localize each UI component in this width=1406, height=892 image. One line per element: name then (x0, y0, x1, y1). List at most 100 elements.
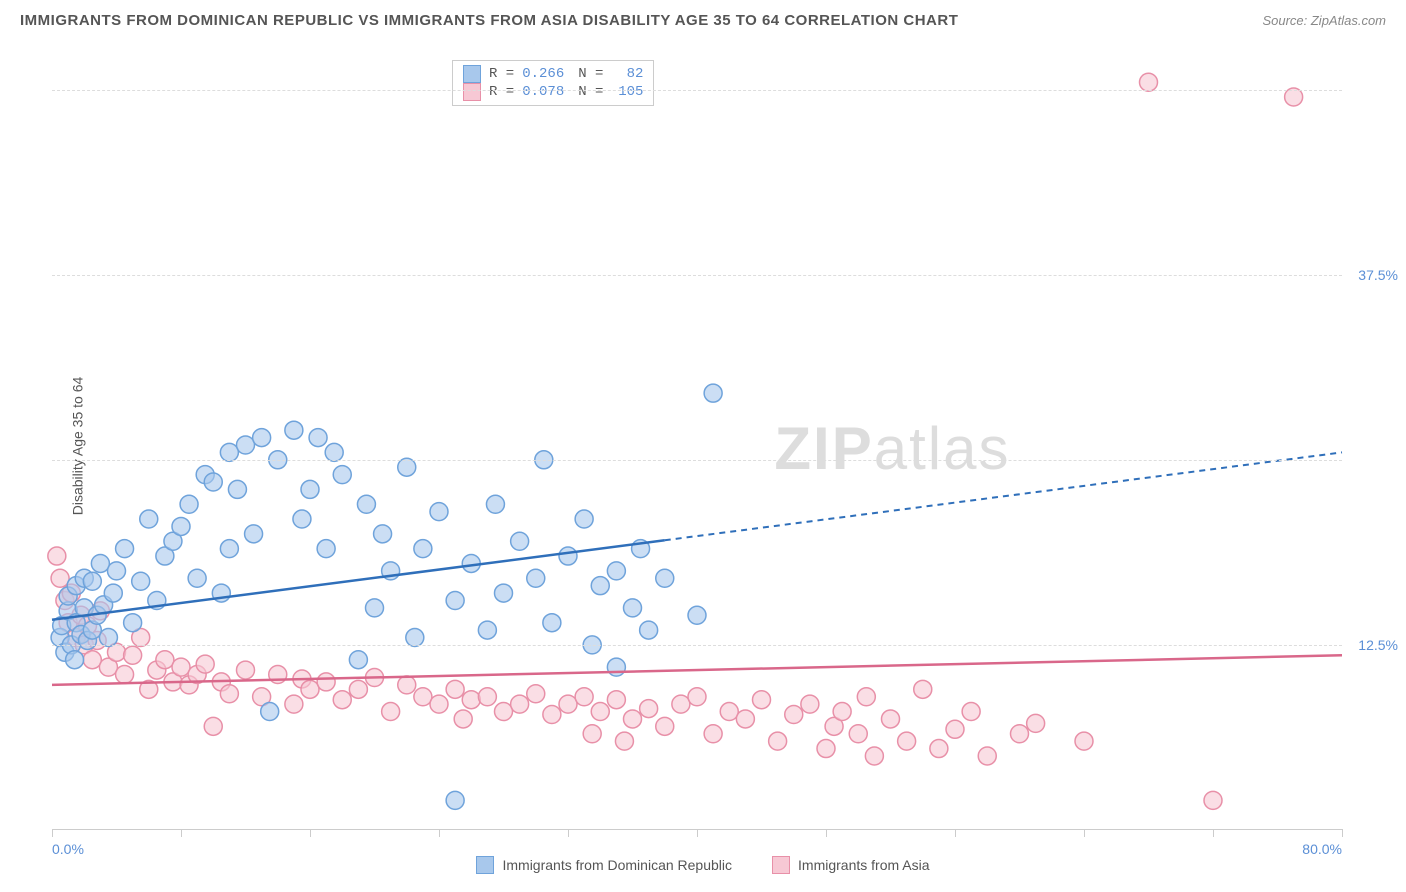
gridline (52, 460, 1342, 461)
scatter-point-asia (83, 651, 101, 669)
chart-title: IMMIGRANTS FROM DOMINICAN REPUBLIC VS IM… (20, 12, 958, 29)
scatter-point-dominican (688, 606, 706, 624)
legend-swatch-dominican (476, 856, 494, 874)
scatter-point-dominican (559, 547, 577, 565)
scatter-point-dominican (172, 517, 190, 535)
scatter-point-dominican (478, 621, 496, 639)
x-tick-mark (52, 829, 53, 837)
scatter-point-asia (543, 706, 561, 724)
scatter-point-dominican (140, 510, 158, 528)
scatter-point-dominican (430, 503, 448, 521)
scatter-point-dominican (543, 614, 561, 632)
y-tick-label: 37.5% (1358, 267, 1398, 283)
scatter-point-asia (914, 680, 932, 698)
scatter-point-dominican (317, 540, 335, 558)
scatter-point-dominican (333, 466, 351, 484)
scatter-point-asia (865, 747, 883, 765)
scatter-point-asia (559, 695, 577, 713)
scatter-point-dominican (591, 577, 609, 595)
scatter-point-asia (688, 688, 706, 706)
scatter-point-asia (978, 747, 996, 765)
x-tick-mark (1084, 829, 1085, 837)
scatter-point-asia (607, 691, 625, 709)
scatter-point-asia (237, 661, 255, 679)
x-tick-mark (697, 829, 698, 837)
scatter-point-asia (349, 680, 367, 698)
scatter-point-dominican (228, 480, 246, 498)
scatter-point-asia (1011, 725, 1029, 743)
scatter-point-dominican (325, 443, 343, 461)
gridline (52, 90, 1342, 91)
scatter-point-asia (930, 740, 948, 758)
scatter-point-asia (220, 685, 238, 703)
legend-item-dominican: Immigrants from Dominican Republic (476, 856, 732, 874)
scatter-point-dominican (640, 621, 658, 639)
title-bar: IMMIGRANTS FROM DOMINICAN REPUBLIC VS IM… (20, 12, 1386, 29)
scatter-point-asia (1204, 791, 1222, 809)
scatter-point-asia (753, 691, 771, 709)
x-tick-mark (826, 829, 827, 837)
scatter-point-dominican (511, 532, 529, 550)
scatter-point-asia (962, 703, 980, 721)
scatter-point-asia (196, 655, 214, 673)
scatter-point-asia (817, 740, 835, 758)
scatter-point-asia (624, 710, 642, 728)
scatter-point-dominican (406, 629, 424, 647)
scatter-point-asia (1027, 714, 1045, 732)
scatter-point-asia (478, 688, 496, 706)
scatter-point-dominican (108, 562, 126, 580)
scatter-point-asia (898, 732, 916, 750)
gridline (52, 645, 1342, 646)
scatter-point-asia (446, 680, 464, 698)
x-tick-mark (1213, 829, 1214, 837)
scatter-point-asia (1285, 88, 1303, 106)
scatter-point-dominican (374, 525, 392, 543)
scatter-point-asia (946, 720, 964, 738)
scatter-point-asia (882, 710, 900, 728)
scatter-point-asia (720, 703, 738, 721)
scatter-point-dominican (220, 540, 238, 558)
scatter-point-asia (495, 703, 513, 721)
scatter-point-asia (672, 695, 690, 713)
x-tick-mark (955, 829, 956, 837)
x-tick-mark (568, 829, 569, 837)
scatter-point-dominican (91, 554, 109, 572)
scatter-point-asia (124, 646, 142, 664)
scatter-point-dominican (124, 614, 142, 632)
scatter-point-asia (801, 695, 819, 713)
x-tick-mark (181, 829, 182, 837)
scatter-point-asia (317, 673, 335, 691)
scatter-point-asia (156, 651, 174, 669)
regression-line-dashed-dominican (665, 452, 1342, 540)
scatter-point-asia (454, 710, 472, 728)
scatter-point-dominican (656, 569, 674, 587)
scatter-point-asia (172, 658, 190, 676)
scatter-point-dominican (607, 562, 625, 580)
scatter-point-asia (857, 688, 875, 706)
legend-label-asia: Immigrants from Asia (798, 857, 929, 873)
scatter-point-asia (833, 703, 851, 721)
y-tick-label: 12.5% (1358, 637, 1398, 653)
scatter-point-dominican (293, 510, 311, 528)
source-attribution: Source: ZipAtlas.com (1262, 13, 1386, 28)
plot-area: ZIPatlas R = 0.266 N = 82 R = 0.078 N = … (52, 60, 1342, 830)
scatter-point-asia (656, 717, 674, 735)
scatter-point-asia (462, 691, 480, 709)
scatter-point-dominican (116, 540, 134, 558)
legend-item-asia: Immigrants from Asia (772, 856, 929, 874)
scatter-point-dominican (398, 458, 416, 476)
scatter-point-dominican (624, 599, 642, 617)
scatter-point-asia (736, 710, 754, 728)
scatter-point-dominican (237, 436, 255, 454)
scatter-point-asia (1075, 732, 1093, 750)
scatter-point-dominican (132, 572, 150, 590)
scatter-point-asia (430, 695, 448, 713)
scatter-point-asia (511, 695, 529, 713)
legend-swatch-asia (772, 856, 790, 874)
scatter-point-asia (285, 695, 303, 713)
scatter-point-asia (769, 732, 787, 750)
scatter-point-asia (575, 688, 593, 706)
scatter-point-dominican (446, 591, 464, 609)
scatter-point-asia (204, 717, 222, 735)
scatter-point-dominican (349, 651, 367, 669)
